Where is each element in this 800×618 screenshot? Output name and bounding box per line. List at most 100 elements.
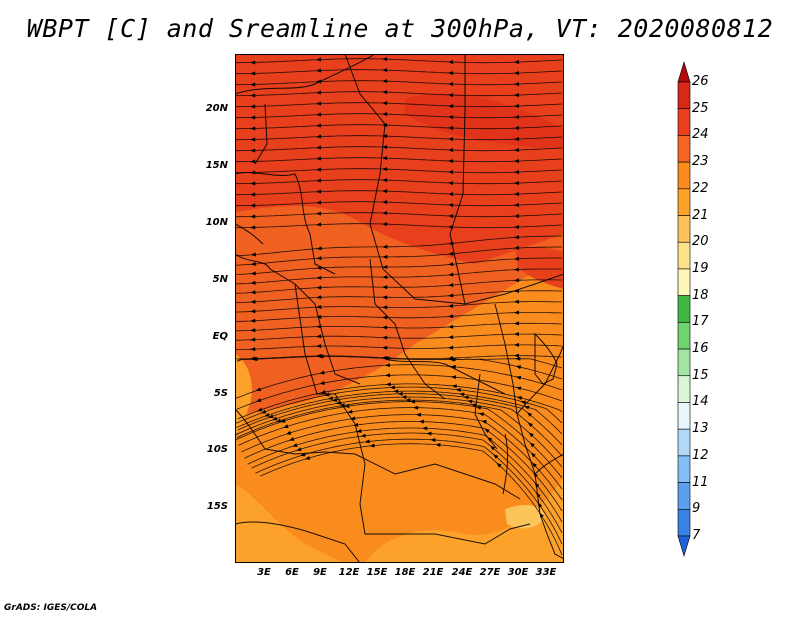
map-panel — [235, 54, 564, 563]
streamline-arrowhead — [316, 145, 322, 150]
streamline-arrowhead — [448, 60, 454, 65]
streamline-arrowhead — [515, 375, 522, 380]
streamline-arrowhead — [382, 345, 388, 350]
streamline-arrowhead — [448, 192, 454, 197]
streamline-arrowhead — [319, 370, 325, 375]
streamline-arrowhead — [448, 303, 454, 308]
streamline-arrowhead — [250, 225, 256, 230]
streamline — [235, 364, 563, 399]
streamline-arrowhead — [320, 390, 326, 394]
colorbar-label: 19 — [692, 260, 709, 276]
streamline-arrowhead — [514, 192, 520, 197]
streamline-arrowhead — [271, 416, 278, 421]
streamline-arrowhead — [382, 112, 388, 117]
streamline-arrowhead — [448, 181, 454, 186]
lon-label-21e: 21E — [422, 567, 444, 578]
streamline-arrowhead — [490, 445, 496, 451]
streamline-arrowhead — [250, 115, 256, 120]
streamline-arrowhead — [382, 285, 388, 290]
streamline — [235, 190, 563, 196]
streamline-arrowhead — [250, 299, 256, 304]
streamline-arrowhead — [514, 321, 520, 326]
chart-title: WBPT [C] and Sreamline at 300hPa, VT: 20… — [26, 14, 774, 43]
streamline-arrowhead — [418, 419, 424, 424]
streamline-arrowhead — [316, 344, 322, 349]
colorbar-label: 13 — [692, 421, 709, 437]
country-borders — [235, 54, 564, 563]
streamline-arrowhead — [316, 112, 322, 117]
streamline-arrowhead — [316, 246, 322, 251]
colorbar-segment — [677, 428, 691, 457]
streamline — [235, 124, 563, 130]
streamline — [235, 80, 563, 86]
streamline-arrowhead — [316, 314, 322, 319]
streamline-arrowhead — [514, 82, 520, 87]
streamline-arrowhead — [448, 82, 454, 87]
streamline-arrowhead — [316, 79, 322, 84]
streamline-arrowhead — [520, 400, 526, 405]
streamline-arrowhead — [250, 261, 256, 266]
streamline-arrowhead — [369, 443, 375, 448]
streamline-arrowhead — [316, 57, 322, 62]
streamline-arrowhead — [530, 452, 536, 458]
streamline-arrowhead — [382, 265, 388, 270]
lat-label-15n: 15N — [205, 160, 228, 171]
streamline — [235, 246, 562, 266]
streamline-arrowhead — [316, 123, 322, 128]
streamline-arrowhead — [514, 181, 520, 186]
streamline — [235, 223, 563, 229]
streamline-arrowhead — [264, 412, 270, 417]
streamline-arrowhead — [382, 57, 388, 62]
streamline — [235, 279, 562, 294]
streamline-arrowhead — [514, 126, 520, 131]
streamline-arrowhead — [250, 137, 256, 142]
colorbar-label: 9 — [692, 501, 701, 517]
streamline-arrowhead — [353, 422, 359, 427]
field-21-southwest — [235, 484, 345, 563]
streamline-arrowhead — [250, 126, 256, 131]
streamline — [237, 383, 563, 420]
streamline-arrowhead — [250, 93, 256, 98]
streamline-arrowhead — [496, 462, 502, 468]
streamline-arrowhead — [514, 170, 520, 175]
streamline-arrowhead — [397, 391, 403, 396]
streamline-arrowhead — [250, 318, 256, 323]
streamline-arrowhead — [481, 419, 487, 424]
streamline-arrowhead — [389, 385, 395, 390]
streamline-arrowhead — [382, 167, 388, 172]
streamline — [235, 322, 563, 332]
streamline-arrowhead — [459, 392, 465, 397]
streamline-arrowhead — [382, 222, 388, 227]
streamline-arrowhead — [514, 159, 520, 164]
colorbar-label: 24 — [692, 127, 709, 143]
colorbar-label: 23 — [692, 154, 709, 170]
colorbar-label: 21 — [692, 207, 709, 223]
lat-label-20n: 20N — [205, 103, 228, 114]
streamline-arrowhead — [296, 447, 302, 452]
lon-label-18e: 18E — [394, 567, 416, 578]
streamline-arrowhead — [448, 214, 454, 219]
streamline-arrowhead — [448, 148, 454, 153]
streamline-arrowhead — [385, 382, 391, 387]
streamline-arrowhead — [250, 337, 256, 342]
lon-label-9e: 9E — [313, 567, 327, 578]
colorbar-label: 11 — [692, 474, 709, 490]
lon-label-12e: 12E — [338, 567, 360, 578]
streamline-arrowhead — [393, 389, 399, 394]
streamline — [235, 179, 563, 185]
footer-credit: GrADS: IGES/COLA — [4, 603, 98, 613]
streamline-arrowhead — [382, 90, 388, 95]
streamline-arrowhead — [475, 405, 482, 410]
streamline-arrowhead — [528, 432, 534, 438]
colorbar-label: 25 — [692, 100, 709, 116]
streamline-arrowhead — [256, 398, 262, 402]
streamline-arrowhead — [316, 285, 322, 290]
streamline-arrowhead — [356, 429, 362, 434]
colorbar-segment — [677, 455, 691, 483]
streamline-arrowhead — [250, 252, 256, 257]
colorbar-segment — [677, 188, 691, 216]
lat-label-10s: 10S — [206, 444, 228, 455]
streamline-arrowhead — [514, 148, 520, 153]
streamline-arrowhead — [316, 305, 322, 310]
colorbar-label: 22 — [692, 180, 709, 196]
